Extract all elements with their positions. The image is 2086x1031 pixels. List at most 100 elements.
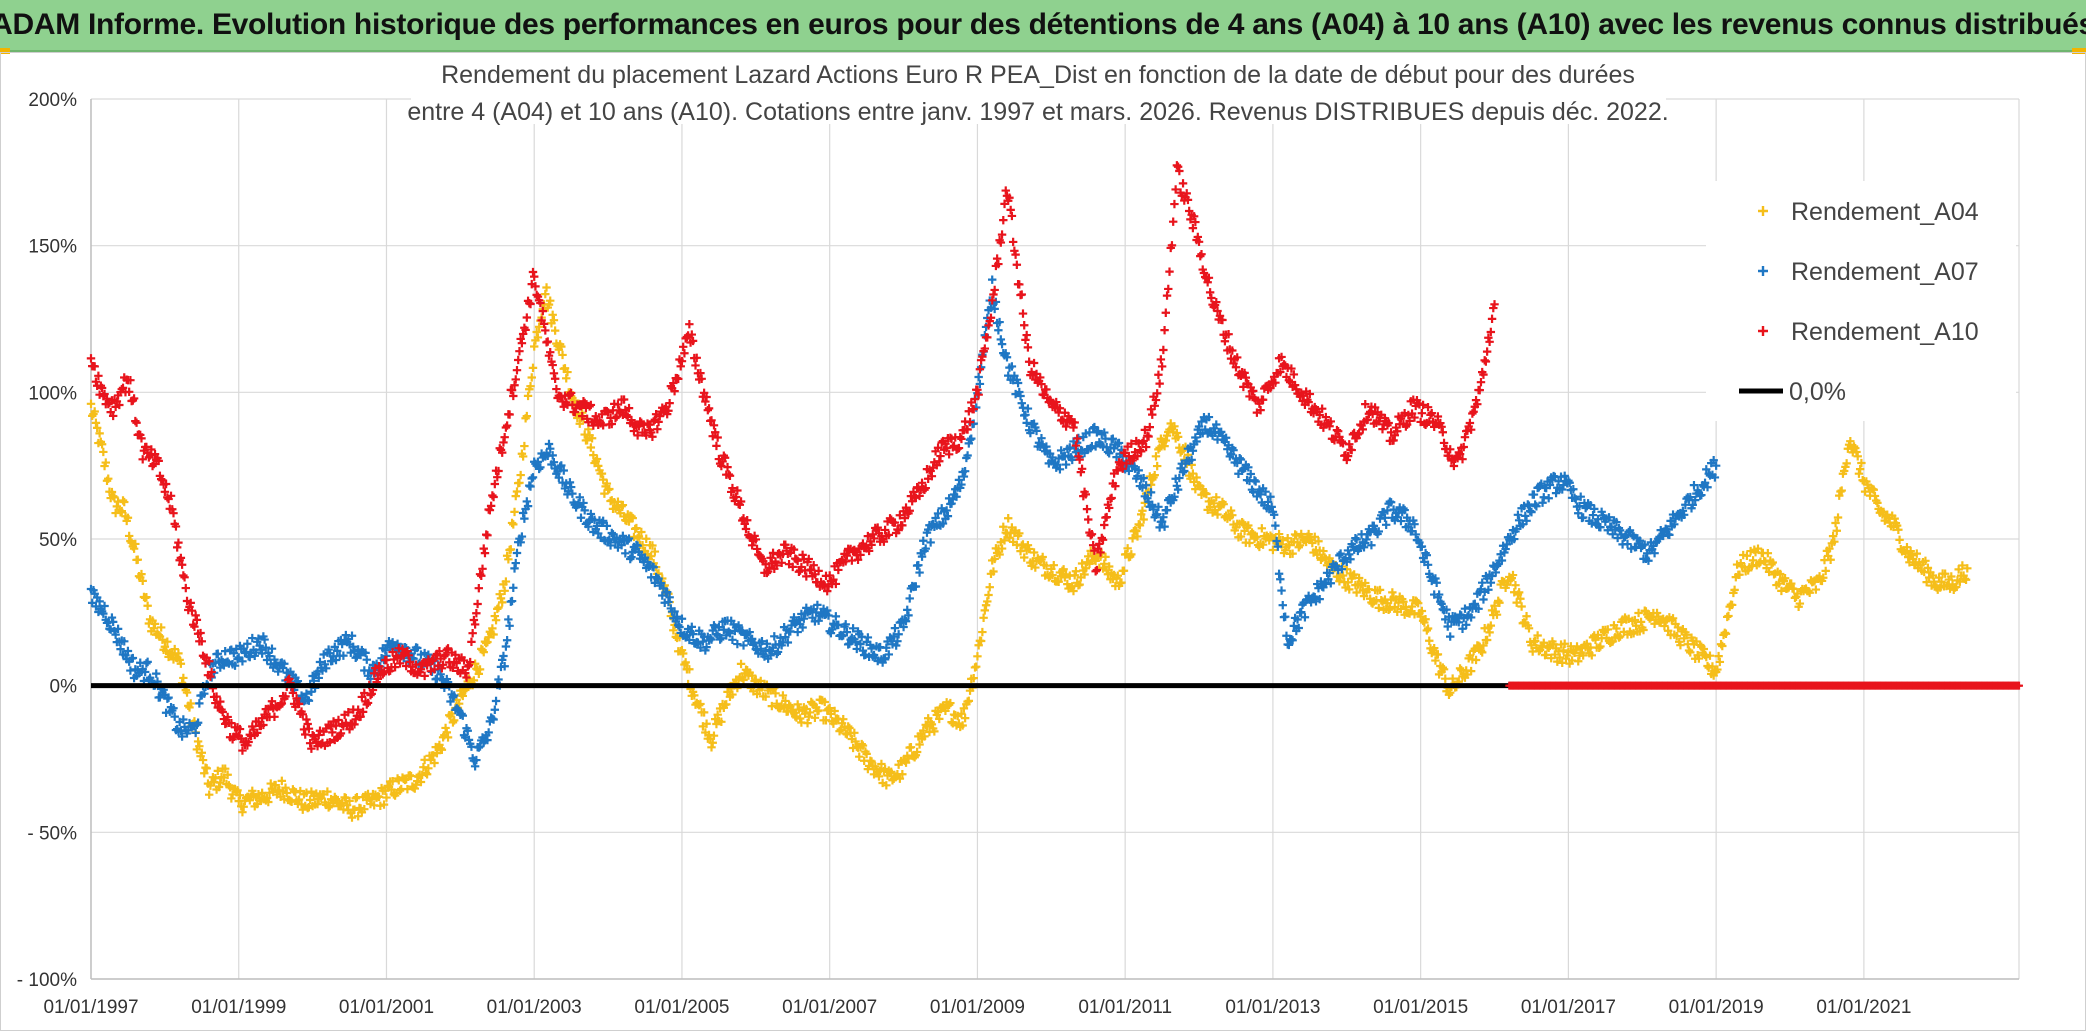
rendement-a10-point xyxy=(1175,166,1184,176)
rendement-a07-point xyxy=(856,639,865,649)
rendement-a04-point xyxy=(1854,469,1864,478)
rendement-a04-point xyxy=(1947,572,1956,581)
rendement-a04-point xyxy=(118,496,128,505)
rendement-a07-point xyxy=(1410,519,1419,529)
rendement-a07-point xyxy=(841,620,850,629)
rendement-a10-point xyxy=(682,332,692,342)
rendement-a07-point xyxy=(349,642,358,651)
rendement-a07-point xyxy=(793,627,802,637)
rendement-a07-point xyxy=(1266,492,1275,501)
rendement-a07-point xyxy=(1560,471,1569,481)
rendement-a04-point xyxy=(220,764,230,773)
rendement-a04-point xyxy=(1048,570,1057,580)
rendement-a04-point xyxy=(1530,636,1540,646)
rendement-a04-point xyxy=(533,333,543,342)
rendement-a10-point xyxy=(944,450,954,459)
rendement-a04-point xyxy=(1516,594,1525,603)
rendement-a04-point xyxy=(1113,571,1122,580)
rendement-a04-point xyxy=(1558,658,1567,668)
rendement-a07-point xyxy=(280,659,289,668)
rendement-a10-point xyxy=(1104,503,1114,513)
rendement-a04-point xyxy=(458,691,468,701)
rendement-a04-point xyxy=(592,454,602,464)
rendement-a10-point xyxy=(429,655,438,665)
rendement-a04-point xyxy=(906,743,916,752)
rendement-a04-point xyxy=(131,539,140,549)
rendement-a07-point xyxy=(1526,506,1535,516)
rendement-a04-point xyxy=(99,447,108,457)
rendement-a07-point xyxy=(580,506,589,515)
rendement-a07-point xyxy=(1369,521,1379,531)
rendement-a10-point xyxy=(292,694,301,703)
rendement-a07-point xyxy=(566,482,576,492)
rendement-a07-point xyxy=(1689,480,1699,490)
rendement-a10-point xyxy=(720,453,730,462)
rendement-a04-point xyxy=(1714,651,1723,661)
rendement-a07-point xyxy=(91,602,101,611)
rendement-a04-point xyxy=(123,513,133,522)
rendement-a10-point xyxy=(1393,427,1402,436)
rendement-a10-point xyxy=(1347,445,1356,455)
rendement-a04-point xyxy=(195,741,204,751)
rendement-a04-point xyxy=(1349,570,1359,579)
rendement-a04-point xyxy=(1694,654,1704,663)
y-tick-label: - 50% xyxy=(27,823,77,844)
rendement-a04-point xyxy=(839,714,848,724)
rendement-a07-point xyxy=(1432,578,1441,587)
rendement-a04-point xyxy=(722,700,731,709)
rendement-a10-point xyxy=(244,737,253,747)
rendement-a10-point xyxy=(1052,397,1061,407)
rendement-a07-point xyxy=(1703,483,1712,492)
rendement-a10-point xyxy=(692,353,701,362)
rendement-a10-point xyxy=(452,658,461,668)
rendement-a07-point xyxy=(1272,536,1281,546)
rendement-a04-point xyxy=(449,716,459,725)
rendement-a10-point xyxy=(829,575,838,584)
rendement-a07-point xyxy=(568,489,577,498)
rendement-a04-point xyxy=(333,796,342,805)
rendement-a10-point xyxy=(772,561,781,570)
rendement-a10-point xyxy=(191,611,200,620)
rendement-a10-point xyxy=(1133,451,1142,461)
rendement-a07-point xyxy=(1236,455,1246,464)
rendement-a04-point xyxy=(820,697,829,707)
rendement-a04-point xyxy=(544,300,554,309)
rendement-a10-point xyxy=(550,374,560,383)
rendement-a07-point xyxy=(1524,501,1534,510)
rendement-a10-point xyxy=(94,371,103,380)
rendement-a10-point xyxy=(591,411,600,421)
rendement-a07-point xyxy=(1325,568,1334,578)
rendement-a10-point xyxy=(1178,179,1188,188)
rendement-a10-point xyxy=(1485,337,1494,347)
rendement-a07-point xyxy=(238,657,247,666)
rendement-a07-point xyxy=(1284,640,1294,650)
axis-layer: - 100% - 50% 0% 50% 100% 150% 200% 01/01/1997 01… xyxy=(17,90,1912,1018)
rendement-a10-point xyxy=(517,339,527,348)
rendement-a10-point xyxy=(465,657,475,667)
rendement-a04-point xyxy=(867,757,876,766)
rendement-a10-point xyxy=(1024,357,1034,366)
rendement-a10-point xyxy=(1055,404,1065,413)
rendement-a04-point xyxy=(150,619,160,629)
rendement-a04-point xyxy=(1268,545,1278,555)
rendement-a10-point xyxy=(1487,314,1497,324)
rendement-a07-point xyxy=(1604,513,1614,522)
rendement-a04-point xyxy=(432,748,442,758)
rendement-a07-point xyxy=(719,625,729,634)
rendement-a04-point xyxy=(1713,665,1722,674)
rendement-a07-point xyxy=(1501,544,1510,554)
rendement-a04-point xyxy=(1828,531,1838,541)
rendement-a10-point xyxy=(1020,321,1029,330)
rendement-a04-point xyxy=(1015,529,1024,538)
rendement-a10-point xyxy=(276,700,285,709)
rendement-a07-point xyxy=(640,553,650,562)
rendement-a04-point xyxy=(957,709,966,718)
rendement-a07-point xyxy=(1523,500,1532,509)
rendement-a10-point xyxy=(1007,211,1017,221)
rendement-a07-point xyxy=(997,339,1007,349)
rendement-a10-point xyxy=(305,738,315,748)
rendement-a10-point xyxy=(108,411,118,421)
rendement-a04-point xyxy=(830,706,839,716)
rendement-a04-point xyxy=(1894,525,1903,534)
rendement-a10-point xyxy=(1127,439,1136,448)
